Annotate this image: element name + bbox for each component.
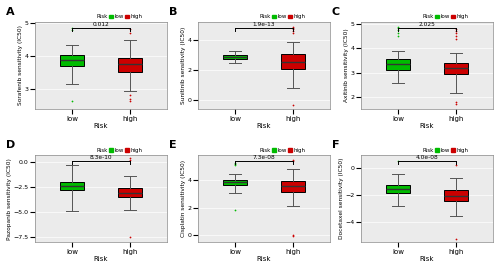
Text: D: D: [6, 140, 15, 150]
Text: A: A: [6, 7, 14, 17]
Y-axis label: Sunitinib sensitivity (IC50): Sunitinib sensitivity (IC50): [181, 27, 186, 104]
Text: 0.012: 0.012: [92, 22, 110, 27]
PathPatch shape: [386, 59, 410, 70]
PathPatch shape: [60, 182, 84, 190]
Text: 4.0e-08: 4.0e-08: [416, 155, 438, 161]
X-axis label: Risk: Risk: [256, 256, 271, 262]
PathPatch shape: [118, 187, 142, 197]
PathPatch shape: [280, 180, 304, 192]
X-axis label: Risk: Risk: [420, 123, 434, 129]
Legend: Risk, low, high: Risk, low, high: [254, 14, 306, 20]
X-axis label: Risk: Risk: [94, 123, 108, 129]
X-axis label: Risk: Risk: [256, 123, 271, 129]
Text: 1.9e-13: 1.9e-13: [252, 22, 275, 27]
Y-axis label: Cisplatin sensitivity (IC50): Cisplatin sensitivity (IC50): [181, 160, 186, 237]
Text: B: B: [168, 7, 177, 17]
Legend: Risk, low, high: Risk, low, high: [417, 147, 469, 153]
PathPatch shape: [280, 54, 304, 69]
Y-axis label: Sorafenib sensitivity (IC50): Sorafenib sensitivity (IC50): [18, 26, 23, 105]
X-axis label: Risk: Risk: [94, 256, 108, 262]
Y-axis label: Axitinib sensitivity (IC50): Axitinib sensitivity (IC50): [344, 29, 349, 102]
PathPatch shape: [118, 58, 142, 72]
X-axis label: Risk: Risk: [420, 256, 434, 262]
PathPatch shape: [223, 180, 247, 185]
Text: E: E: [168, 140, 176, 150]
Text: 7.3e-08: 7.3e-08: [252, 155, 276, 161]
PathPatch shape: [386, 185, 410, 193]
Text: 8.3e-10: 8.3e-10: [90, 155, 112, 161]
PathPatch shape: [444, 63, 468, 74]
Text: C: C: [332, 7, 340, 17]
Text: 2.025: 2.025: [418, 22, 436, 27]
Legend: Risk, low, high: Risk, low, high: [91, 14, 142, 20]
Legend: Risk, low, high: Risk, low, high: [417, 14, 469, 20]
Legend: Risk, low, high: Risk, low, high: [91, 147, 142, 153]
PathPatch shape: [444, 190, 468, 201]
Text: F: F: [332, 140, 339, 150]
Y-axis label: Pazopanib sensitivity (IC50): Pazopanib sensitivity (IC50): [7, 158, 12, 239]
PathPatch shape: [60, 55, 84, 66]
Legend: Risk, low, high: Risk, low, high: [254, 147, 306, 153]
PathPatch shape: [223, 55, 247, 59]
Y-axis label: Docetaxel sensitivity (IC50): Docetaxel sensitivity (IC50): [339, 158, 344, 239]
